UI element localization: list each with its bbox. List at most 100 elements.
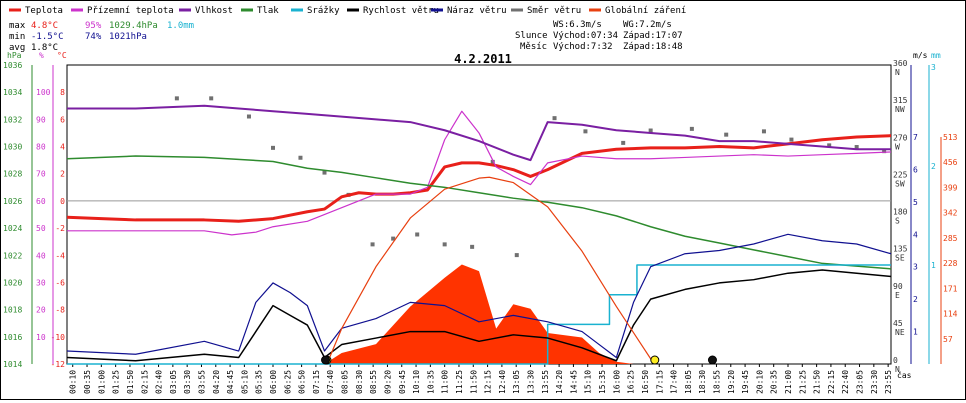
temperature-tick: -10 xyxy=(51,333,66,342)
x-tick-label: 07:40 xyxy=(326,370,335,394)
x-tick-label: 02:40 xyxy=(155,370,164,394)
pressure-tick: 1024 xyxy=(3,224,22,233)
direction-tick: 45 xyxy=(893,319,903,328)
wind-summary-ws: WS:6.3m/s xyxy=(553,20,602,30)
pressure-tick: 1018 xyxy=(3,306,22,315)
wind-tick: 3 xyxy=(913,263,918,272)
direction-tick-label: N xyxy=(895,68,900,77)
series-smer-vetru-point xyxy=(882,149,887,154)
x-tick-label: 11:50 xyxy=(469,370,478,394)
x-tick-label: 22:15 xyxy=(827,370,836,394)
series-smer-vetru-point xyxy=(370,242,375,247)
wind-tick: 1 xyxy=(913,328,918,337)
legend-label: Přízemní teplota xyxy=(87,6,174,16)
x-tick-label: 02:15 xyxy=(140,370,149,394)
humidity-tick: 10 xyxy=(36,333,46,342)
radiation-tick: 456 xyxy=(943,158,958,167)
wind-unit: m/s xyxy=(913,51,928,60)
x-tick-label: 18:55 xyxy=(712,370,721,394)
x-tick-label: 00:10 xyxy=(69,370,78,394)
x-tick-label: 20:35 xyxy=(770,370,779,394)
series-smer-vetru-point xyxy=(514,253,519,258)
series-smer-vetru-point xyxy=(827,143,832,148)
radiation-tick: 57 xyxy=(943,335,953,344)
x-tick-label: 22:40 xyxy=(841,370,850,394)
x-tick-label: 14:45 xyxy=(569,370,578,394)
temperature-tick: 0 xyxy=(60,197,65,206)
direction-tick: 135 xyxy=(893,245,908,254)
radiation-tick: 513 xyxy=(943,133,958,142)
plot-area: 1014101610181020102210241026102810301032… xyxy=(3,59,958,394)
direction-tick-label: S xyxy=(895,217,900,226)
radiation-tick: 399 xyxy=(943,183,958,192)
humidity-tick: 70 xyxy=(36,170,46,179)
stats-max-temp: 4.8°C xyxy=(31,21,58,31)
stats-min-hum: 74% xyxy=(85,32,102,42)
series-smer-vetru-point xyxy=(391,236,396,241)
series-n-raz-v-tru xyxy=(66,233,892,359)
legend-label: Vlhkost xyxy=(195,6,233,16)
x-tick-label: 16:50 xyxy=(641,370,650,394)
series-smer-vetru-point xyxy=(761,129,766,134)
x-tick-label: 06:50 xyxy=(298,370,307,394)
direction-tick-label: SW xyxy=(895,179,905,188)
moon-rise: Východ:7:32 xyxy=(553,42,613,52)
humidity-tick: 80 xyxy=(36,143,46,152)
x-tick-label: 04:45 xyxy=(226,370,235,394)
direction-tick: 225 xyxy=(893,170,908,179)
stats-min-press: 1021hPa xyxy=(109,32,147,42)
humidity-tick: 60 xyxy=(36,197,46,206)
moon-set: Západ:18:48 xyxy=(623,42,683,52)
pressure-tick: 1028 xyxy=(3,170,22,179)
temperature-tick: -12 xyxy=(51,360,66,369)
radiation-tick: 228 xyxy=(943,259,958,268)
x-tick-label: 18:30 xyxy=(698,370,707,394)
humidity-tick: 30 xyxy=(36,278,46,287)
stats-block: max 4.8°C 95% 1029.4hPa 1.0mm min -1.5°C… xyxy=(9,21,194,53)
x-tick-label: 08:05 xyxy=(341,370,350,394)
x-tick-label: 03:30 xyxy=(183,370,192,394)
direction-tick: 0 xyxy=(893,356,898,365)
x-tick-label: 03:55 xyxy=(197,370,206,394)
series-tlak xyxy=(66,155,892,270)
moon-label: Měsíc xyxy=(520,42,547,52)
series-smer-vetru-point xyxy=(689,126,694,131)
series-smer-vetru-point xyxy=(271,145,275,150)
stats-avg-label: avg xyxy=(9,43,25,53)
temperature-tick: 2 xyxy=(60,170,65,179)
x-tick-label: 06:00 xyxy=(269,370,278,394)
x-tick-label: 09:20 xyxy=(383,370,392,394)
direction-tick-label: E xyxy=(895,291,900,300)
x-tick-label: 21:00 xyxy=(784,370,793,394)
series-smer-vetru-point xyxy=(246,114,251,119)
radiation-tick: 342 xyxy=(943,209,958,218)
x-tick-label: 13:30 xyxy=(527,370,536,394)
x-tick-label: 09:45 xyxy=(398,370,407,394)
series-sr-ky xyxy=(67,264,891,365)
direction-tick-label: NE xyxy=(895,328,905,337)
sun-set: Západ:17:07 xyxy=(623,31,683,41)
pressure-tick: 1026 xyxy=(3,197,22,206)
wind-tick: 4 xyxy=(913,230,918,239)
moon-rise-marker xyxy=(321,355,331,365)
series-smer-vetru-point xyxy=(470,244,475,249)
x-tick-label: 16:25 xyxy=(627,370,636,394)
x-tick-label: 21:50 xyxy=(813,370,822,394)
series-globalni-zareni-area xyxy=(324,264,634,364)
x-axis-label: čas xyxy=(897,370,912,380)
series-smer-vetru-point xyxy=(209,96,214,101)
x-tick-label: 19:20 xyxy=(727,370,736,394)
pressure-tick: 1032 xyxy=(3,115,22,124)
pressure-tick: 1016 xyxy=(3,333,22,342)
x-tick-label: 08:30 xyxy=(355,370,364,394)
series-vlhkost xyxy=(67,104,891,162)
direction-tick-label: SE xyxy=(895,254,905,263)
humidity-tick: 40 xyxy=(36,251,46,260)
x-tick-label: 20:10 xyxy=(755,370,764,394)
x-tick-label: 01:00 xyxy=(97,370,106,394)
stats-max-rain: 1.0mm xyxy=(167,21,194,31)
x-tick-label: 17:15 xyxy=(655,370,664,394)
x-tick-label: 13:55 xyxy=(541,370,550,394)
x-tick-label: 23:05 xyxy=(856,370,865,394)
